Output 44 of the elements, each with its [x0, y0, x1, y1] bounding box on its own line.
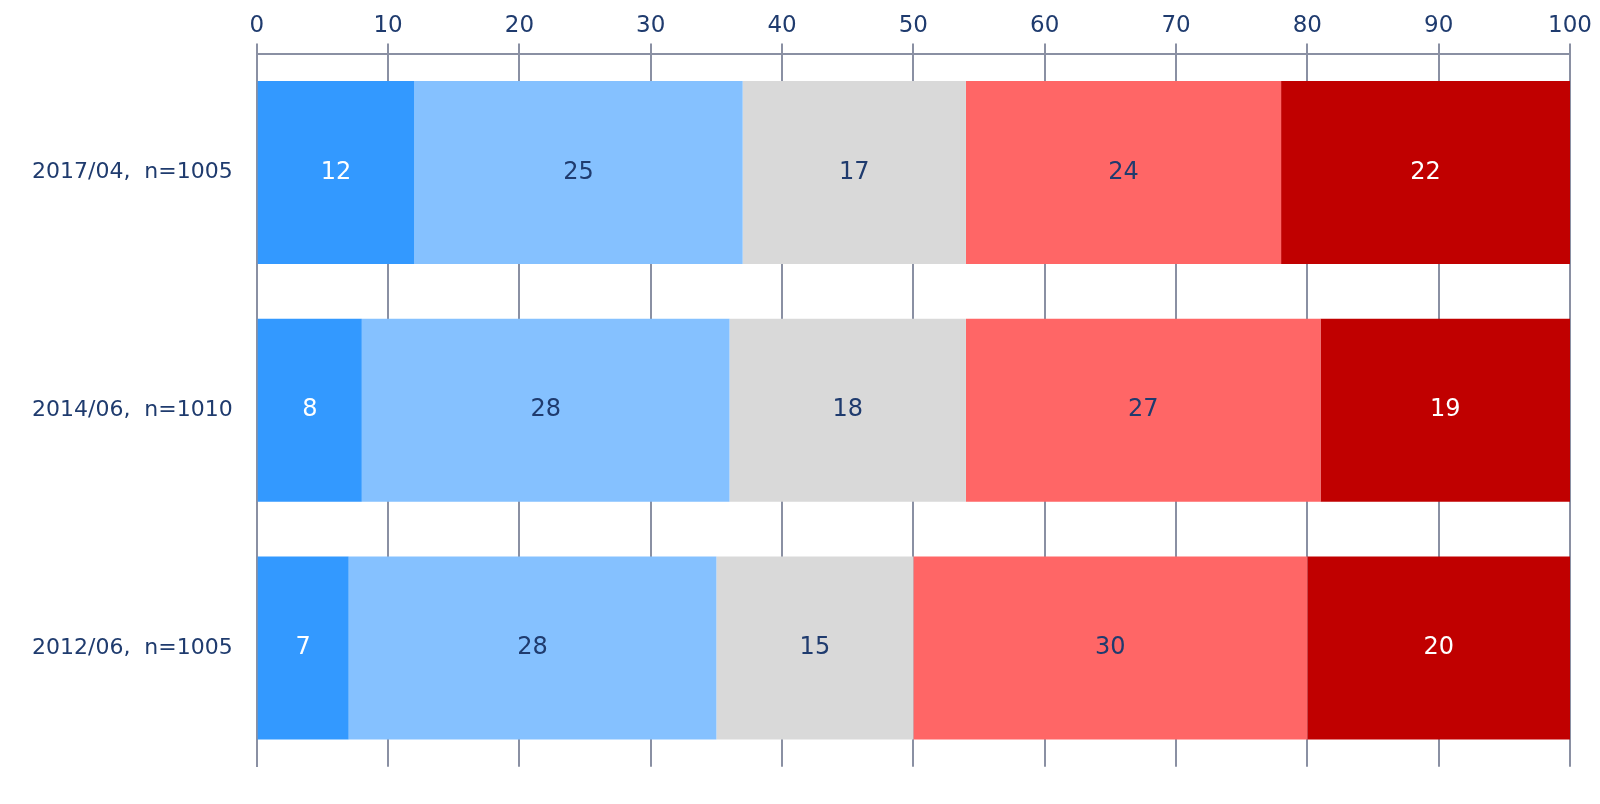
data-label: 28: [530, 394, 561, 423]
bar: [257, 556, 349, 740]
data-label: 17: [839, 156, 870, 185]
data-label: 8: [302, 394, 318, 423]
x-tick-label: 10: [373, 10, 403, 37]
bar: [361, 318, 730, 502]
x-tick-label: 50: [898, 10, 929, 37]
bar: [1307, 556, 1570, 740]
y-tick-label: 2012/06, n=1005: [31, 633, 233, 659]
data-label: 27: [1127, 394, 1159, 423]
x-tick-label: 60: [1030, 10, 1060, 37]
bar: [716, 556, 914, 740]
bar: [965, 318, 1321, 502]
data-label: 12: [320, 156, 352, 185]
bar: [965, 80, 1282, 264]
data-label: 20: [1423, 632, 1454, 661]
x-tick-label: 0: [249, 10, 265, 37]
bar: [257, 318, 362, 502]
data-label: 25: [563, 156, 594, 185]
x-tick-label: 70: [1161, 10, 1191, 37]
y-tick-label: 2014/06, n=1010: [31, 395, 233, 421]
x-tick-label: 30: [636, 10, 666, 37]
x-tick-label: 80: [1292, 10, 1322, 37]
bar: [729, 318, 966, 502]
data-label: 24: [1108, 156, 1139, 185]
data-label: 22: [1410, 156, 1441, 185]
bar: [913, 556, 1308, 740]
bar: [257, 80, 415, 264]
bar: [348, 556, 717, 740]
x-tick-label: 40: [767, 10, 797, 37]
data-label: 28: [517, 632, 548, 661]
bar: [1281, 80, 1570, 264]
bar: [742, 80, 966, 264]
data-label: 15: [799, 632, 831, 661]
data-label: 7: [295, 632, 311, 661]
y-tick-label: 2017/04, n=1005: [31, 158, 233, 184]
data-label: 18: [832, 394, 863, 423]
data-label: 30: [1095, 632, 1126, 661]
x-tick-label: 20: [504, 10, 535, 37]
data-label: 19: [1429, 394, 1461, 423]
x-tick-label: 90: [1424, 10, 1454, 37]
bar: [1320, 318, 1570, 502]
bar: [414, 80, 743, 264]
x-tick-label: 100: [1548, 10, 1592, 37]
